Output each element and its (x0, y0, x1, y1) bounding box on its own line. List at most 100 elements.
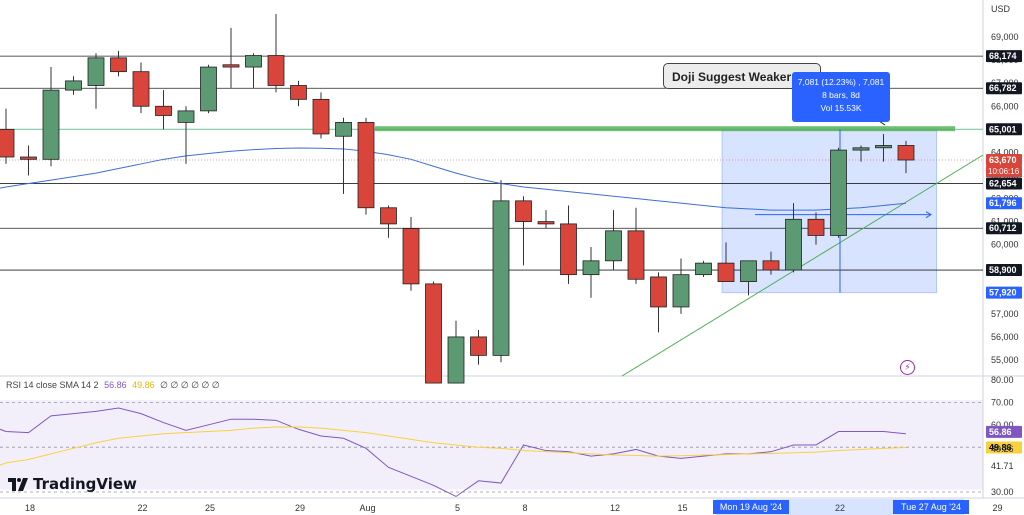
price-tag (986, 177, 1022, 190)
candle-body (290, 85, 307, 100)
candle-body (357, 122, 375, 209)
rsi-tick-label: 60.00 (991, 420, 1014, 430)
brand-name: TradingView (33, 475, 137, 493)
price-tick-label: 56,000 (991, 332, 1019, 342)
candle-body (177, 110, 195, 123)
candle-body (672, 274, 690, 308)
candle-body (830, 149, 847, 236)
price-tag-label: 65,001 (989, 124, 1017, 134)
time-tag-label: Tue 27 Aug '24 (901, 502, 961, 512)
price-tag (986, 264, 1022, 277)
price-tag-label: 63,670 (989, 155, 1017, 165)
measure-line1: 7,081 (12.23%) , 7,081 (797, 77, 885, 87)
candle-body (785, 218, 802, 271)
measure-line2: 8 bars, 8d (822, 90, 860, 100)
rsi-tag-label: 49.26 (991, 444, 1014, 454)
time-tick-label: 25 (205, 503, 215, 513)
price-tag-label: 60,712 (989, 223, 1017, 233)
rsi-legend-label: RSI 14 close SMA 14 2 (6, 380, 99, 390)
candle-body (492, 200, 510, 356)
rsi-tag (986, 441, 1022, 454)
candle-body (537, 221, 555, 225)
rsi-legend-sma: 49.86 (132, 380, 155, 390)
price-tag (986, 197, 1022, 210)
price-tick-label: 57,000 (991, 309, 1019, 319)
price-tag (986, 222, 1022, 235)
candle-body (875, 145, 892, 149)
rsi-legend-value: 56.86 (104, 380, 127, 390)
trend-line (621, 154, 984, 377)
candle-body (402, 228, 420, 285)
price-tick-label: 66,000 (991, 101, 1019, 111)
measure-line3: Vol 15.53K (820, 103, 862, 113)
measure-tooltip: 7,081 (12.23%) , 7,081 8 bars, 8d Vol 15… (792, 72, 890, 122)
time-tick-label: 29 (992, 503, 1002, 513)
currency-label: USD (991, 4, 1011, 14)
candle-body (110, 57, 127, 73)
candle-body (897, 145, 915, 161)
candle-body (0, 128, 15, 158)
time-tick-label: 8 (522, 503, 527, 513)
candle-body (20, 156, 37, 160)
price-tag-label: 57,920 (989, 288, 1017, 298)
price-tag-label: 66,782 (989, 83, 1017, 93)
time-tick-label: 15 (677, 503, 687, 513)
price-tag-label: 61,796 (989, 198, 1017, 208)
time-tick-label: Aug (359, 503, 375, 513)
price-tick-label: 60,000 (991, 240, 1019, 250)
candle-body (380, 207, 397, 225)
rsi-tag (986, 425, 1022, 438)
rsi-legend-zeros: ∅ ∅ ∅ ∅ ∅ ∅ (160, 380, 220, 390)
rsi-tick-label: 70.00 (991, 397, 1014, 407)
time-tick-label: 18 (25, 503, 35, 513)
tradingview-logo-icon (8, 477, 28, 491)
time-tick-label: 22 (835, 503, 845, 513)
rsi-tick-label: 41.71 (991, 461, 1014, 471)
candle-body (627, 230, 645, 280)
candle-body (312, 98, 330, 135)
candle-body (222, 64, 240, 68)
candle-body (65, 80, 82, 91)
price-tag-label: 62,654 (989, 178, 1017, 188)
candle-body (650, 276, 667, 308)
price-tag (986, 82, 1022, 95)
candle-body (717, 262, 735, 282)
rsi-ma-line (0, 426, 907, 466)
candle-body (87, 57, 105, 86)
measure-arrow (925, 211, 932, 219)
price-tick-label: 55,000 (991, 355, 1019, 365)
candle-body (447, 336, 465, 384)
time-tick-label: 12 (610, 503, 620, 513)
candle-body (852, 147, 870, 151)
price-tag (986, 50, 1022, 63)
candle-body (560, 223, 577, 276)
candle-body (425, 283, 442, 384)
candle-body (582, 260, 600, 276)
candle-body (200, 66, 217, 112)
rsi-tick-label: 80.00 (991, 375, 1014, 385)
price-tick-label: 64,000 (991, 147, 1019, 157)
price-tag (986, 154, 1022, 167)
rsi-legend: RSI 14 close SMA 14 2 56.86 49.86 ∅ ∅ ∅ … (6, 380, 223, 391)
price-tick-label: 61,000 (991, 217, 1019, 227)
candle-body (740, 260, 757, 282)
resistance-zone (375, 126, 955, 132)
price-tag (986, 286, 1022, 299)
time-tag-label: Mon 19 Aug '24 (720, 502, 782, 512)
time-tag (713, 500, 789, 514)
tradingview-logo: TradingView (8, 475, 137, 493)
time-tag (893, 500, 969, 514)
ma-line (0, 147, 907, 211)
candle-body (695, 262, 712, 276)
price-tag-label: 58,900 (989, 265, 1017, 275)
price-tag (986, 123, 1022, 136)
candle-body (335, 122, 352, 137)
candle-body (515, 200, 532, 222)
candle-body (245, 55, 262, 68)
candle-body (42, 89, 60, 160)
price-tick-label: 69,000 (991, 32, 1019, 42)
candle-body (470, 336, 487, 356)
flash-icon[interactable]: ⚡ (900, 360, 915, 375)
time-tick-label: 22 (137, 503, 147, 513)
